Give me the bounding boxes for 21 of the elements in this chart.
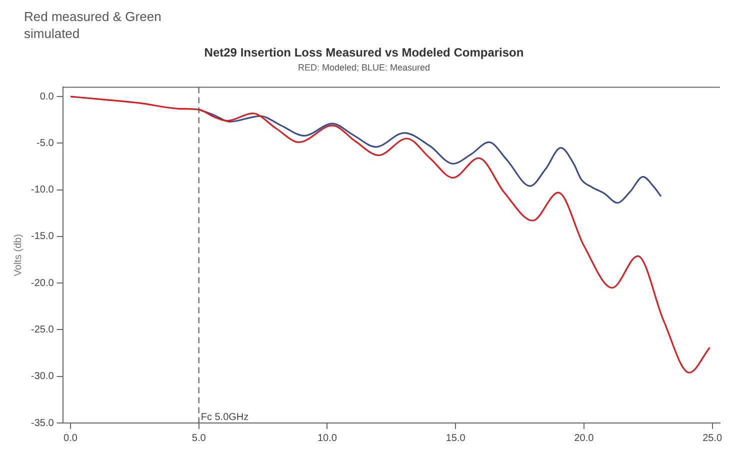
chart-title: Net29 Insertion Loss Measured vs Modeled Comparison (204, 46, 524, 60)
x-tick-label: 5.0 (192, 432, 206, 444)
x-tick-label: 25.0 (702, 432, 722, 444)
x-tick-label: 20.0 (574, 432, 594, 444)
line-series (198, 108, 662, 204)
ref-line-label: Fc 5.0GHz (200, 412, 249, 423)
y-tick-label: -35.0 (30, 418, 54, 429)
y-tick-label: -25.0 (30, 324, 54, 336)
y-tick-label: -30.0 (30, 371, 54, 382)
y-tick-label: -10.0 (30, 184, 54, 196)
y-tick-label: 0.0 (40, 91, 54, 102)
y-tick-label: -20.0 (30, 278, 54, 289)
x-tick-label: 0.0 (64, 432, 78, 444)
line-series (70, 96, 711, 374)
x-tick-label: 10.0 (317, 432, 338, 444)
x-tick-label: 15.0 (446, 432, 466, 444)
text: Red measured & Green simulated (24, 8, 162, 42)
chart-subtitle: RED: Modeled; BLUE: Measured (298, 62, 430, 72)
y-tick-label: -5.0 (36, 138, 54, 149)
y-tick-label: -15.0 (30, 231, 54, 242)
y-axis-title: Volts (db) (12, 234, 24, 276)
